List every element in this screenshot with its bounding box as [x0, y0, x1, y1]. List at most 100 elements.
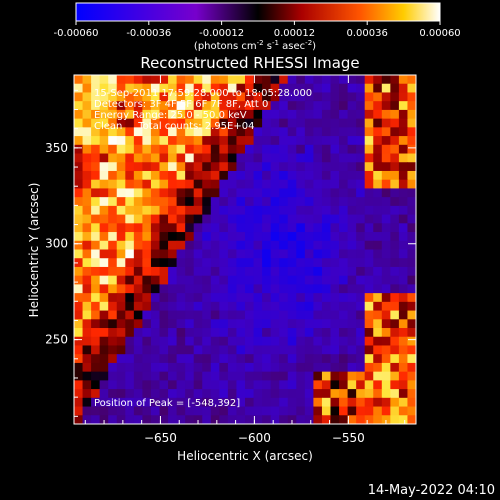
heatmap-cell — [407, 170, 416, 181]
heatmap-cell — [74, 319, 84, 329]
heatmap-cell — [185, 197, 195, 207]
heatmap-cell — [125, 310, 135, 320]
heatmap-cell — [125, 319, 135, 329]
heatmap-cell — [74, 389, 84, 399]
heatmap-cell — [279, 389, 289, 399]
heatmap-cell — [159, 293, 169, 303]
heatmap-cell — [142, 371, 152, 381]
heatmap-cell — [321, 83, 332, 94]
heatmap-cell — [253, 328, 263, 338]
heatmap-cell — [245, 223, 255, 233]
heatmap-cell — [245, 118, 255, 128]
heatmap-cell — [176, 266, 186, 277]
heatmap-cell — [82, 397, 92, 408]
heatmap-cell — [330, 397, 340, 408]
heatmap-cell — [253, 153, 263, 163]
heatmap-cell — [82, 275, 92, 285]
heatmap-cell — [262, 205, 272, 216]
heatmap-cell — [373, 223, 383, 233]
heatmap-cell — [313, 127, 323, 137]
heatmap-cell — [202, 240, 212, 251]
heatmap-cell — [193, 83, 203, 94]
heatmap-cell — [245, 92, 255, 102]
heatmap-cell — [125, 328, 135, 338]
heatmap-cell — [219, 249, 229, 259]
heatmap-cell — [125, 232, 135, 242]
heatmap-cell — [176, 258, 186, 268]
heatmap-cell — [347, 179, 357, 190]
heatmap-cell — [99, 153, 109, 163]
heatmap-cell — [82, 362, 92, 373]
heatmap-cell — [227, 170, 238, 181]
heatmap-cell — [304, 197, 314, 207]
heatmap-cell — [364, 258, 374, 268]
heatmap-cell — [304, 328, 314, 338]
heatmap-cell — [390, 266, 400, 277]
heatmap-cell — [262, 266, 272, 277]
heatmap-cell — [262, 109, 272, 120]
heatmap-cell — [210, 109, 220, 120]
heatmap-cell — [373, 266, 383, 277]
heatmap-cell — [202, 389, 212, 399]
heatmap-cell — [296, 92, 306, 102]
heatmap-cell — [185, 162, 195, 172]
heatmap-cell — [287, 118, 297, 128]
heatmap-cell — [159, 179, 169, 190]
heatmap-cell — [168, 258, 178, 268]
heatmap-cell — [407, 179, 416, 190]
heatmap-cell — [398, 397, 409, 408]
heatmap-cell — [193, 266, 203, 277]
heatmap-cell — [339, 319, 349, 329]
heatmap-cell — [313, 301, 323, 312]
heatmap-cell — [125, 380, 135, 390]
heatmap-cell — [99, 101, 109, 111]
heatmap-cell — [253, 371, 263, 381]
heatmap-cell — [296, 197, 306, 207]
heatmap-cell — [296, 275, 306, 285]
heatmap-cell — [227, 328, 238, 338]
heatmap-cell — [270, 266, 280, 277]
heatmap-cell — [381, 197, 391, 207]
heatmap-cell — [185, 109, 195, 120]
heatmap-cell — [133, 389, 143, 399]
heatmap-cell — [262, 92, 272, 102]
heatmap-cell — [99, 109, 109, 120]
heatmap-cell — [159, 362, 169, 373]
heatmap-cell — [133, 336, 143, 347]
heatmap-cell — [82, 336, 92, 347]
heatmap-cell — [330, 205, 340, 216]
heatmap-cell — [159, 397, 169, 408]
heatmap-cell — [193, 162, 203, 172]
heatmap-cell — [142, 232, 152, 242]
heatmap-cell — [150, 179, 161, 190]
heatmap-cell — [91, 223, 101, 233]
heatmap-cell — [193, 249, 203, 259]
heatmap-cell — [108, 258, 118, 268]
heatmap-cell — [321, 345, 332, 355]
heatmap-cell — [236, 109, 246, 120]
heatmap-cell — [91, 83, 101, 94]
heatmap-cell — [262, 127, 272, 137]
heatmap-cell — [364, 406, 374, 416]
heatmap-cell — [193, 232, 203, 242]
heatmap-cell — [74, 380, 84, 390]
heatmap-cell — [356, 127, 366, 137]
heatmap-cell — [245, 83, 255, 94]
heatmap-cell — [185, 284, 195, 294]
heatmap-cell — [91, 232, 101, 242]
heatmap-cell — [279, 284, 289, 294]
heatmap-cell — [296, 397, 306, 408]
heatmap-cell — [398, 415, 409, 424]
heatmap-cell — [142, 284, 152, 294]
heatmap-cell — [82, 136, 92, 146]
heatmap-cell — [398, 223, 409, 233]
colorbar-tick-label: 0.00036 — [347, 28, 388, 39]
heatmap-cell — [125, 136, 135, 146]
heatmap-cell — [210, 275, 220, 285]
heatmap-cell — [108, 293, 118, 303]
heatmap-cell — [245, 188, 255, 198]
heatmap-cell — [270, 153, 280, 163]
heatmap-cell — [176, 232, 186, 242]
heatmap-cell — [108, 266, 118, 277]
heatmap-cell — [245, 153, 255, 163]
